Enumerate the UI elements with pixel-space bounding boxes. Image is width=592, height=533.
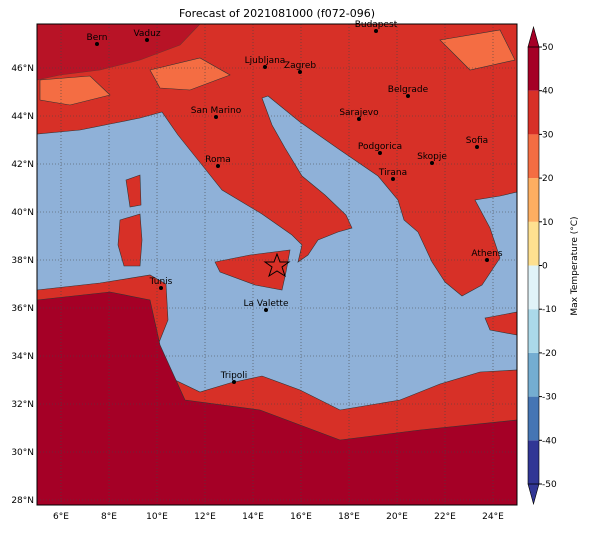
colorbar-tick-label: -30 <box>542 393 557 403</box>
colorbar-segment <box>528 396 539 441</box>
colorbar-segment <box>528 134 539 179</box>
lon-label: 18°E <box>338 512 360 522</box>
lon-label: 16°E <box>290 512 312 522</box>
city-label: Budapest <box>355 20 398 30</box>
city-dot <box>406 94 410 98</box>
city-dot <box>391 177 395 181</box>
lat-label: 36°N <box>11 304 34 314</box>
lat-label: 38°N <box>11 256 34 266</box>
colorbar-extend <box>527 483 540 506</box>
city-label: Tripoli <box>220 371 248 381</box>
colorbar-label: Max Temperature (°C) <box>570 216 580 315</box>
colorbar-tick-label: 30 <box>542 130 554 140</box>
lat-label: 46°N <box>11 64 34 74</box>
lon-label: 14°E <box>242 512 264 522</box>
map-frame <box>36 23 518 506</box>
city-label: La Valette <box>244 299 289 309</box>
city-label: Bern <box>87 33 108 43</box>
city-dot <box>430 161 434 165</box>
colorbar-tick-label: 20 <box>542 174 554 184</box>
city-label: Ljubljana <box>245 56 286 66</box>
colorbar-extend <box>527 25 540 48</box>
city-label: Zagreb <box>284 61 316 71</box>
colorbar-segment <box>528 440 539 484</box>
colorbar-tick-label: -20 <box>542 349 557 359</box>
lat-label: 40°N <box>11 208 34 218</box>
city-label: Tunis <box>149 277 173 287</box>
city-label: Belgrade <box>388 85 429 95</box>
lat-label: 34°N <box>11 352 34 362</box>
city-label: Tirana <box>378 168 407 178</box>
lat-label: 42°N <box>11 160 34 170</box>
colorbar: -50 -40 -30 -20 -10 0 10 20 30 40 50 <box>527 25 557 506</box>
colorbar-segment <box>528 309 539 353</box>
city-dot <box>298 70 302 74</box>
city-dot <box>475 145 479 149</box>
lon-label: 10°E <box>146 512 168 522</box>
lon-label: 8°E <box>101 512 117 522</box>
city-label: Vaduz <box>133 29 160 39</box>
city-dot <box>485 258 489 262</box>
lat-label: 28°N <box>11 496 34 506</box>
colorbar-tick-label: 10 <box>542 218 554 228</box>
city-dot <box>357 117 361 121</box>
city-label: Roma <box>205 155 231 165</box>
star-marker <box>263 252 291 278</box>
lon-label: 22°E <box>434 512 456 522</box>
lon-label: 12°E <box>194 512 216 522</box>
colorbar-tick-label: 40 <box>542 87 554 97</box>
lon-label: 24°E <box>482 512 504 522</box>
city-label: Sarajevo <box>339 108 379 118</box>
colorbar-segment <box>528 178 539 222</box>
colorbar-tick-label: -50 <box>542 480 557 490</box>
title: Forecast of 2021081000 (f072-096) <box>179 7 375 20</box>
colorbar-segment <box>528 221 539 266</box>
colorbar-tick-label: 50 <box>542 43 554 53</box>
colorbar-segment <box>528 265 539 310</box>
city-dot <box>145 38 149 42</box>
graticule: 6°E 8°E 10°E 12°E 14°E 16°E 18°E 20°E 22°E 24°E 28… <box>11 24 517 522</box>
city-dot <box>214 115 218 119</box>
lon-label: 20°E <box>386 512 408 522</box>
city-label: Podgorica <box>358 142 402 152</box>
city-dot <box>159 286 163 290</box>
lat-label: 44°N <box>11 112 34 122</box>
colorbar-tick-label: -40 <box>542 436 557 446</box>
colorbar-tick-label: -10 <box>542 305 557 315</box>
city-label: Skopje <box>417 152 447 162</box>
city-label: San Marino <box>191 106 242 116</box>
colorbar-segment <box>528 47 539 91</box>
colorbar-segment <box>528 90 539 135</box>
city-dot <box>264 308 268 312</box>
colorbar-tick-label: 0 <box>542 262 548 272</box>
city-dot <box>95 42 99 46</box>
city-label: Sofia <box>466 136 488 146</box>
city-dot <box>232 380 236 384</box>
lat-label: 30°N <box>11 448 34 458</box>
lon-label: 6°E <box>53 512 69 522</box>
lat-label: 32°N <box>11 400 34 410</box>
city-dot <box>216 164 220 168</box>
city-dot <box>374 29 378 33</box>
colorbar-segment <box>528 352 539 397</box>
city-dot <box>263 65 267 69</box>
city-label: Athens <box>471 249 502 259</box>
city-dot <box>378 151 382 155</box>
